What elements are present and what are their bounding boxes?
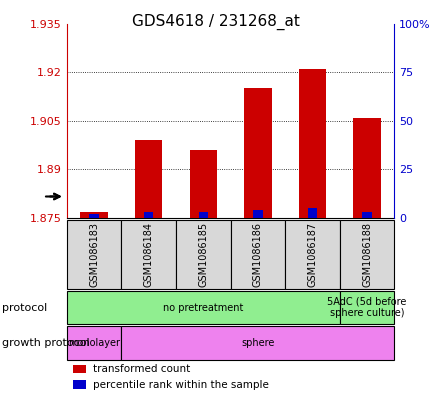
Bar bbox=[67, 220, 121, 289]
Text: growth protocol: growth protocol bbox=[2, 338, 89, 348]
Bar bbox=[67, 326, 121, 360]
Text: no pretreatment: no pretreatment bbox=[163, 303, 243, 312]
Text: GSM1086184: GSM1086184 bbox=[143, 222, 154, 287]
Text: GDS4618 / 231268_at: GDS4618 / 231268_at bbox=[131, 14, 299, 30]
Text: percentile rank within the sample: percentile rank within the sample bbox=[93, 380, 268, 389]
Text: GSM1086183: GSM1086183 bbox=[89, 222, 99, 287]
Bar bbox=[175, 220, 230, 289]
Bar bbox=[135, 140, 162, 218]
Text: 5AdC (5d before
sphere culture): 5AdC (5d before sphere culture) bbox=[327, 297, 406, 318]
Bar bbox=[252, 210, 262, 218]
Bar bbox=[144, 212, 153, 218]
Text: GSM1086185: GSM1086185 bbox=[198, 222, 208, 287]
Bar bbox=[285, 220, 339, 289]
Bar bbox=[189, 150, 216, 218]
Bar bbox=[230, 220, 285, 289]
Bar bbox=[89, 214, 98, 218]
Text: GSM1086187: GSM1086187 bbox=[307, 222, 317, 287]
Bar bbox=[121, 326, 393, 360]
Text: GSM1086186: GSM1086186 bbox=[252, 222, 262, 287]
Bar bbox=[67, 291, 339, 324]
Bar bbox=[121, 220, 175, 289]
Bar bbox=[339, 291, 393, 324]
Bar bbox=[339, 220, 393, 289]
Text: protocol: protocol bbox=[2, 303, 47, 312]
Bar bbox=[307, 208, 316, 218]
Text: GSM1086188: GSM1086188 bbox=[361, 222, 371, 287]
Bar bbox=[73, 380, 86, 389]
Bar bbox=[244, 88, 271, 218]
Text: transformed count: transformed count bbox=[93, 364, 190, 374]
Bar bbox=[298, 69, 326, 218]
Bar bbox=[353, 118, 380, 218]
Bar bbox=[73, 365, 86, 373]
Text: sphere: sphere bbox=[241, 338, 274, 348]
Text: monolayer: monolayer bbox=[68, 338, 120, 348]
Bar bbox=[80, 212, 108, 218]
Bar bbox=[362, 212, 371, 218]
Bar bbox=[198, 212, 208, 218]
